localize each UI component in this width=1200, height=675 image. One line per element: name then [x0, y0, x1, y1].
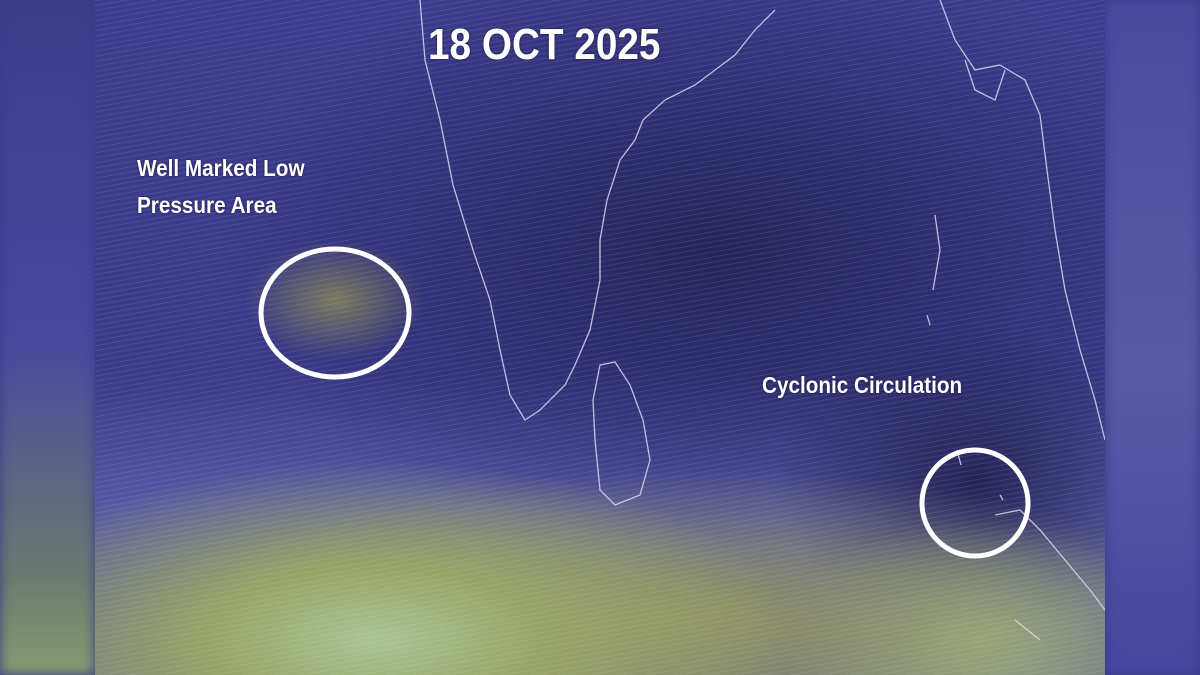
low-pressure-label-line1: Well Marked Low	[137, 155, 305, 181]
sri-lanka-coastline	[592, 361, 651, 506]
sumatra-coastline	[994, 509, 1105, 641]
cyclonic-circulation-marker	[919, 447, 1031, 559]
map-date: 18 OCT 2025	[428, 20, 661, 69]
cyclonic-circulation-label: Cyclonic Circulation	[762, 372, 963, 398]
wind-map	[95, 0, 1105, 675]
blurred-left-border	[0, 0, 95, 675]
low-pressure-marker	[258, 246, 412, 380]
blurred-right-border	[1105, 0, 1200, 675]
low-pressure-label: Well Marked Low Pressure Area	[137, 150, 305, 224]
nicobar-islands	[956, 449, 1004, 501]
india-coastline	[419, 0, 776, 421]
coastlines	[258, 0, 1105, 641]
ganges-delta	[964, 59, 1006, 101]
low-pressure-label-line2: Pressure Area	[137, 192, 277, 218]
andaman-islands	[926, 214, 941, 326]
wind-streamlines	[95, 0, 1105, 675]
myanmar-coastline	[939, 0, 1105, 441]
